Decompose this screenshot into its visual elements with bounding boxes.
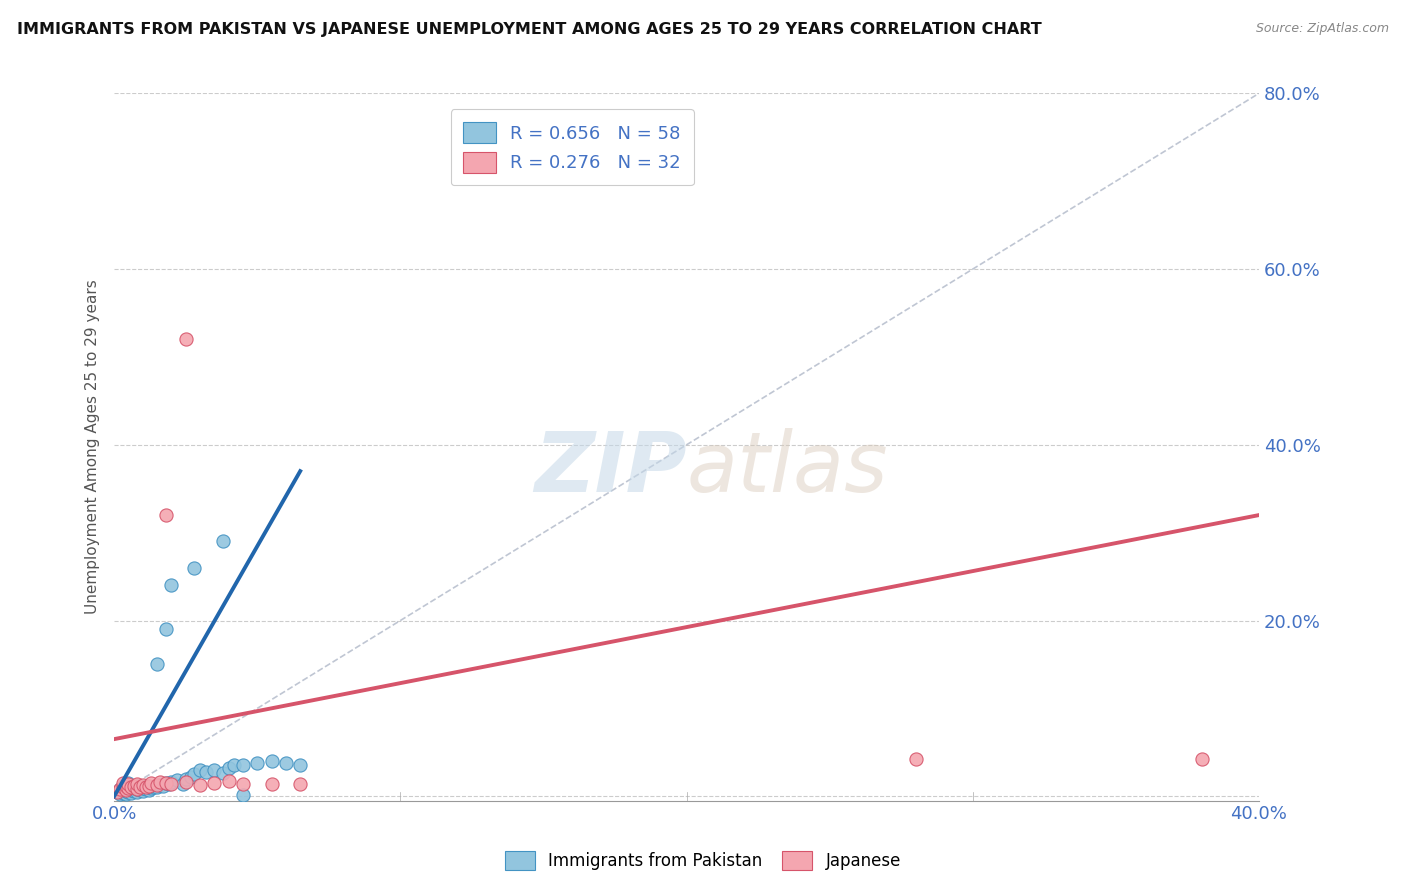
Point: [129, 783, 152, 797]
Point: [232, 758, 254, 772]
Point: [904, 752, 927, 766]
Text: Source: ZipAtlas.com: Source: ZipAtlas.com: [1256, 22, 1389, 36]
Point: [120, 786, 142, 800]
Text: atlas: atlas: [686, 427, 889, 508]
Point: [114, 780, 136, 795]
Point: [166, 773, 188, 788]
Point: [114, 784, 136, 798]
Point: [143, 780, 166, 795]
Point: [120, 780, 142, 795]
Point: [172, 777, 194, 791]
Point: [188, 778, 211, 792]
Point: [135, 780, 157, 795]
Point: [290, 758, 312, 772]
Point: [138, 780, 160, 794]
Point: [174, 332, 197, 346]
Point: [120, 783, 142, 797]
Point: [146, 657, 169, 672]
Point: [232, 777, 254, 791]
Point: [125, 779, 148, 793]
Point: [105, 785, 128, 799]
Point: [125, 785, 148, 799]
Point: [111, 779, 134, 793]
Point: [183, 561, 205, 575]
Legend: R = 0.656   N = 58, R = 0.276   N = 32: R = 0.656 N = 58, R = 0.276 N = 32: [451, 110, 693, 186]
Point: [155, 776, 177, 790]
Point: [125, 782, 148, 797]
Point: [290, 777, 312, 791]
Point: [183, 767, 205, 781]
Point: [212, 765, 235, 780]
Point: [117, 785, 139, 799]
Point: [120, 780, 142, 795]
Point: [260, 754, 283, 768]
Point: [114, 783, 136, 797]
Point: [212, 534, 235, 549]
Point: [146, 780, 169, 794]
Point: [125, 782, 148, 797]
Point: [111, 776, 134, 790]
Point: [155, 622, 177, 636]
Point: [274, 756, 297, 770]
Point: [194, 764, 217, 779]
Point: [105, 785, 128, 799]
Point: [129, 780, 152, 795]
Point: [111, 783, 134, 797]
Point: [232, 788, 254, 802]
Point: [141, 781, 163, 796]
Point: [108, 782, 131, 797]
Point: [180, 770, 202, 784]
Point: [132, 784, 155, 798]
Point: [117, 781, 139, 796]
Point: [111, 786, 134, 800]
Point: [138, 783, 160, 797]
Point: [152, 779, 174, 793]
Point: [155, 776, 177, 790]
Point: [188, 763, 211, 777]
Point: [1191, 752, 1213, 766]
Point: [129, 780, 152, 794]
Point: [125, 777, 148, 791]
Point: [146, 778, 169, 792]
Point: [108, 787, 131, 801]
Point: [117, 777, 139, 791]
Point: [141, 776, 163, 790]
Point: [117, 782, 139, 797]
Point: [174, 775, 197, 789]
Point: [174, 772, 197, 786]
Text: IMMIGRANTS FROM PAKISTAN VS JAPANESE UNEMPLOYMENT AMONG AGES 25 TO 29 YEARS CORR: IMMIGRANTS FROM PAKISTAN VS JAPANESE UNE…: [17, 22, 1042, 37]
Point: [108, 782, 131, 797]
Point: [157, 777, 180, 791]
Point: [122, 784, 145, 798]
Text: ZIP: ZIP: [534, 427, 686, 508]
Point: [114, 787, 136, 801]
Point: [138, 779, 160, 793]
Point: [260, 777, 283, 791]
Point: [114, 779, 136, 793]
Point: [202, 776, 225, 790]
Point: [132, 778, 155, 792]
Point: [149, 778, 172, 792]
Legend: Immigrants from Pakistan, Japanese: Immigrants from Pakistan, Japanese: [498, 844, 908, 877]
Point: [149, 775, 172, 789]
Point: [218, 761, 240, 775]
Point: [155, 508, 177, 522]
Point: [132, 781, 155, 796]
Point: [135, 782, 157, 797]
Y-axis label: Unemployment Among Ages 25 to 29 years: Unemployment Among Ages 25 to 29 years: [86, 279, 100, 615]
Point: [111, 780, 134, 795]
Point: [160, 578, 183, 592]
Point: [246, 756, 269, 770]
Point: [202, 763, 225, 777]
Point: [122, 779, 145, 793]
Point: [160, 775, 183, 789]
Point: [122, 781, 145, 796]
Point: [117, 776, 139, 790]
Point: [160, 777, 183, 791]
Point: [218, 774, 240, 789]
Point: [135, 779, 157, 793]
Point: [224, 758, 246, 772]
